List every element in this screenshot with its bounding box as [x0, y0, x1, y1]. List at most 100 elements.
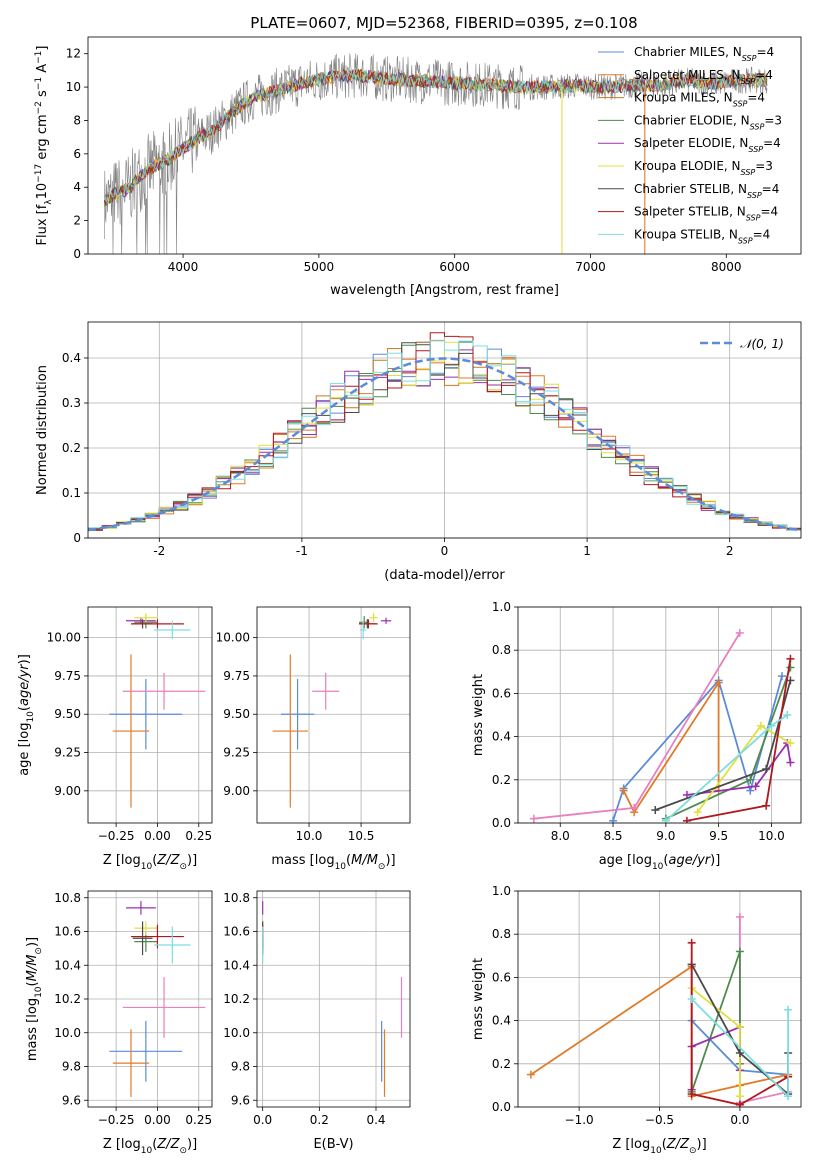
y-tick-label: 0.6 — [492, 686, 511, 700]
y-tick-label: 10 — [66, 80, 81, 94]
axes-frame — [517, 606, 802, 824]
x-tick-label: 0.25 — [185, 829, 212, 843]
y-tick-label: 4 — [73, 180, 81, 194]
gaussian-curve — [88, 357, 801, 532]
errorbar-point — [312, 672, 340, 710]
weight-series-line — [690, 1025, 741, 1090]
x-tick-label: 1 — [583, 544, 591, 558]
y-tick-label: 10.4 — [223, 958, 250, 972]
x-tick-label: 0 — [441, 544, 449, 558]
y-tick-label: 0.8 — [492, 927, 511, 941]
weight-point-marker — [762, 765, 771, 773]
y-axis-label: Flux [fλ10−17 erg cm−2 s−1 A−1] — [34, 46, 54, 246]
errorbar-point — [109, 679, 183, 750]
x-tick-label: 10.0 — [296, 829, 323, 843]
y-tick-label: 1.0 — [492, 884, 511, 898]
weight-point-marker — [786, 758, 795, 767]
axes-mass_weight_vs_age — [518, 606, 801, 824]
weight-point-marker — [687, 995, 696, 1003]
y-tick-label: 9.25 — [223, 746, 250, 760]
errorbar-point — [380, 617, 392, 624]
y-axis-label: mass [log10(M/M⊙)] — [25, 937, 44, 1061]
x-tick-label: -1 — [296, 544, 308, 558]
errorbar-point — [132, 921, 153, 956]
x-axis-label: wavelength [Angstrom, rest frame] — [330, 283, 559, 298]
y-tick-label: 9.8 — [231, 1060, 250, 1074]
x-tick-label: 0.00 — [144, 829, 171, 843]
x-axis-label: E(B-V) — [313, 1137, 353, 1152]
spectrum-model-line — [103, 68, 768, 204]
x-tick-label: −1.0 — [565, 1113, 594, 1127]
x-tick-label: 9.0 — [656, 829, 675, 843]
y-axis-label: mass weight — [471, 674, 486, 756]
weight-point-marker — [786, 654, 795, 663]
y-tick-label: 12 — [66, 47, 81, 61]
weight-series-line — [612, 675, 783, 822]
y-tick-label: 0.4 — [492, 730, 511, 744]
weight-point-marker — [762, 801, 771, 810]
y-tick-label: 2 — [73, 214, 81, 228]
weight-point-marker — [693, 808, 702, 817]
weight-point-marker — [651, 806, 660, 815]
weight-point-marker — [786, 663, 795, 672]
x-axis-label: Z [log10(Z/Z⊙)] — [103, 853, 197, 872]
y-tick-label: 0.1 — [62, 486, 81, 500]
x-axis-label: mass [log10(M/M⊙)] — [271, 853, 395, 872]
y-tick-label: 0.6 — [492, 970, 511, 984]
plot-area-mass_vs_ebv — [262, 901, 403, 1097]
legend-entry: Chabrier STELIB, NSSP=4 — [634, 182, 779, 200]
x-tick-label: 8000 — [711, 260, 742, 274]
y-tick-label: 10.4 — [54, 958, 81, 972]
weight-series-line — [690, 942, 789, 1106]
y-tick-label: 9.6 — [62, 1093, 81, 1107]
weight-point-marker — [682, 816, 691, 823]
histogram-series — [88, 339, 801, 531]
errorbar-point — [122, 672, 206, 710]
legend-entry: Kroupa STELIB, NSSP=4 — [634, 227, 770, 245]
y-tick-label: 0.2 — [492, 773, 511, 787]
y-tick-label: 0.2 — [62, 441, 81, 455]
errorbar-point — [126, 901, 156, 915]
histogram-series — [88, 332, 801, 531]
errorbar-point — [280, 679, 315, 750]
y-axis-label: mass weight — [471, 958, 486, 1040]
plot-area-residuals — [88, 332, 801, 532]
errorbar-point — [154, 926, 191, 964]
plot-area-mass_vs_Z — [109, 901, 206, 1097]
y-tick-label: 9.75 — [54, 669, 81, 683]
axes-frame — [256, 606, 411, 824]
errorbar-point — [126, 617, 156, 624]
plot-area-age_vs_mass — [272, 613, 392, 808]
y-tick-label: 10.00 — [216, 631, 250, 645]
histogram-series — [88, 349, 801, 531]
plot-area-mass_weight_vs_Z — [526, 912, 793, 1107]
weight-point-marker — [735, 1049, 744, 1057]
y-tick-label: 10.8 — [54, 891, 81, 905]
weight-point-marker — [735, 1092, 744, 1101]
y-tick-label: 0.2 — [492, 1057, 511, 1071]
x-tick-label: 8.0 — [551, 829, 570, 843]
y-tick-label: 8 — [73, 113, 81, 127]
weight-point-marker — [630, 803, 639, 812]
x-tick-label: 0.00 — [144, 1113, 171, 1127]
axes-frame — [87, 36, 802, 255]
x-tick-label: 7000 — [575, 260, 606, 274]
y-tick-label: 10.00 — [47, 631, 81, 645]
y-tick-label: 1.0 — [492, 600, 511, 614]
errorbar-point — [134, 613, 158, 623]
weight-point-marker — [687, 938, 696, 947]
axes-mass_vs_Z — [88, 891, 212, 1107]
errorbar-point — [109, 1020, 183, 1082]
weight-point-marker — [746, 775, 755, 784]
weight-point-marker — [661, 816, 670, 823]
y-tick-label: 10.6 — [223, 925, 250, 939]
y-tick-label: 10.0 — [223, 1026, 250, 1040]
y-tick-label: 9.75 — [223, 669, 250, 683]
weight-point-marker — [714, 678, 723, 687]
weight-point-marker — [777, 672, 786, 681]
weight-point-marker — [609, 816, 618, 823]
errorbar-point — [154, 620, 191, 640]
legend-entry: Kroupa MILES, NSSP=4 — [634, 91, 765, 109]
y-tick-label: 10.2 — [223, 992, 250, 1006]
